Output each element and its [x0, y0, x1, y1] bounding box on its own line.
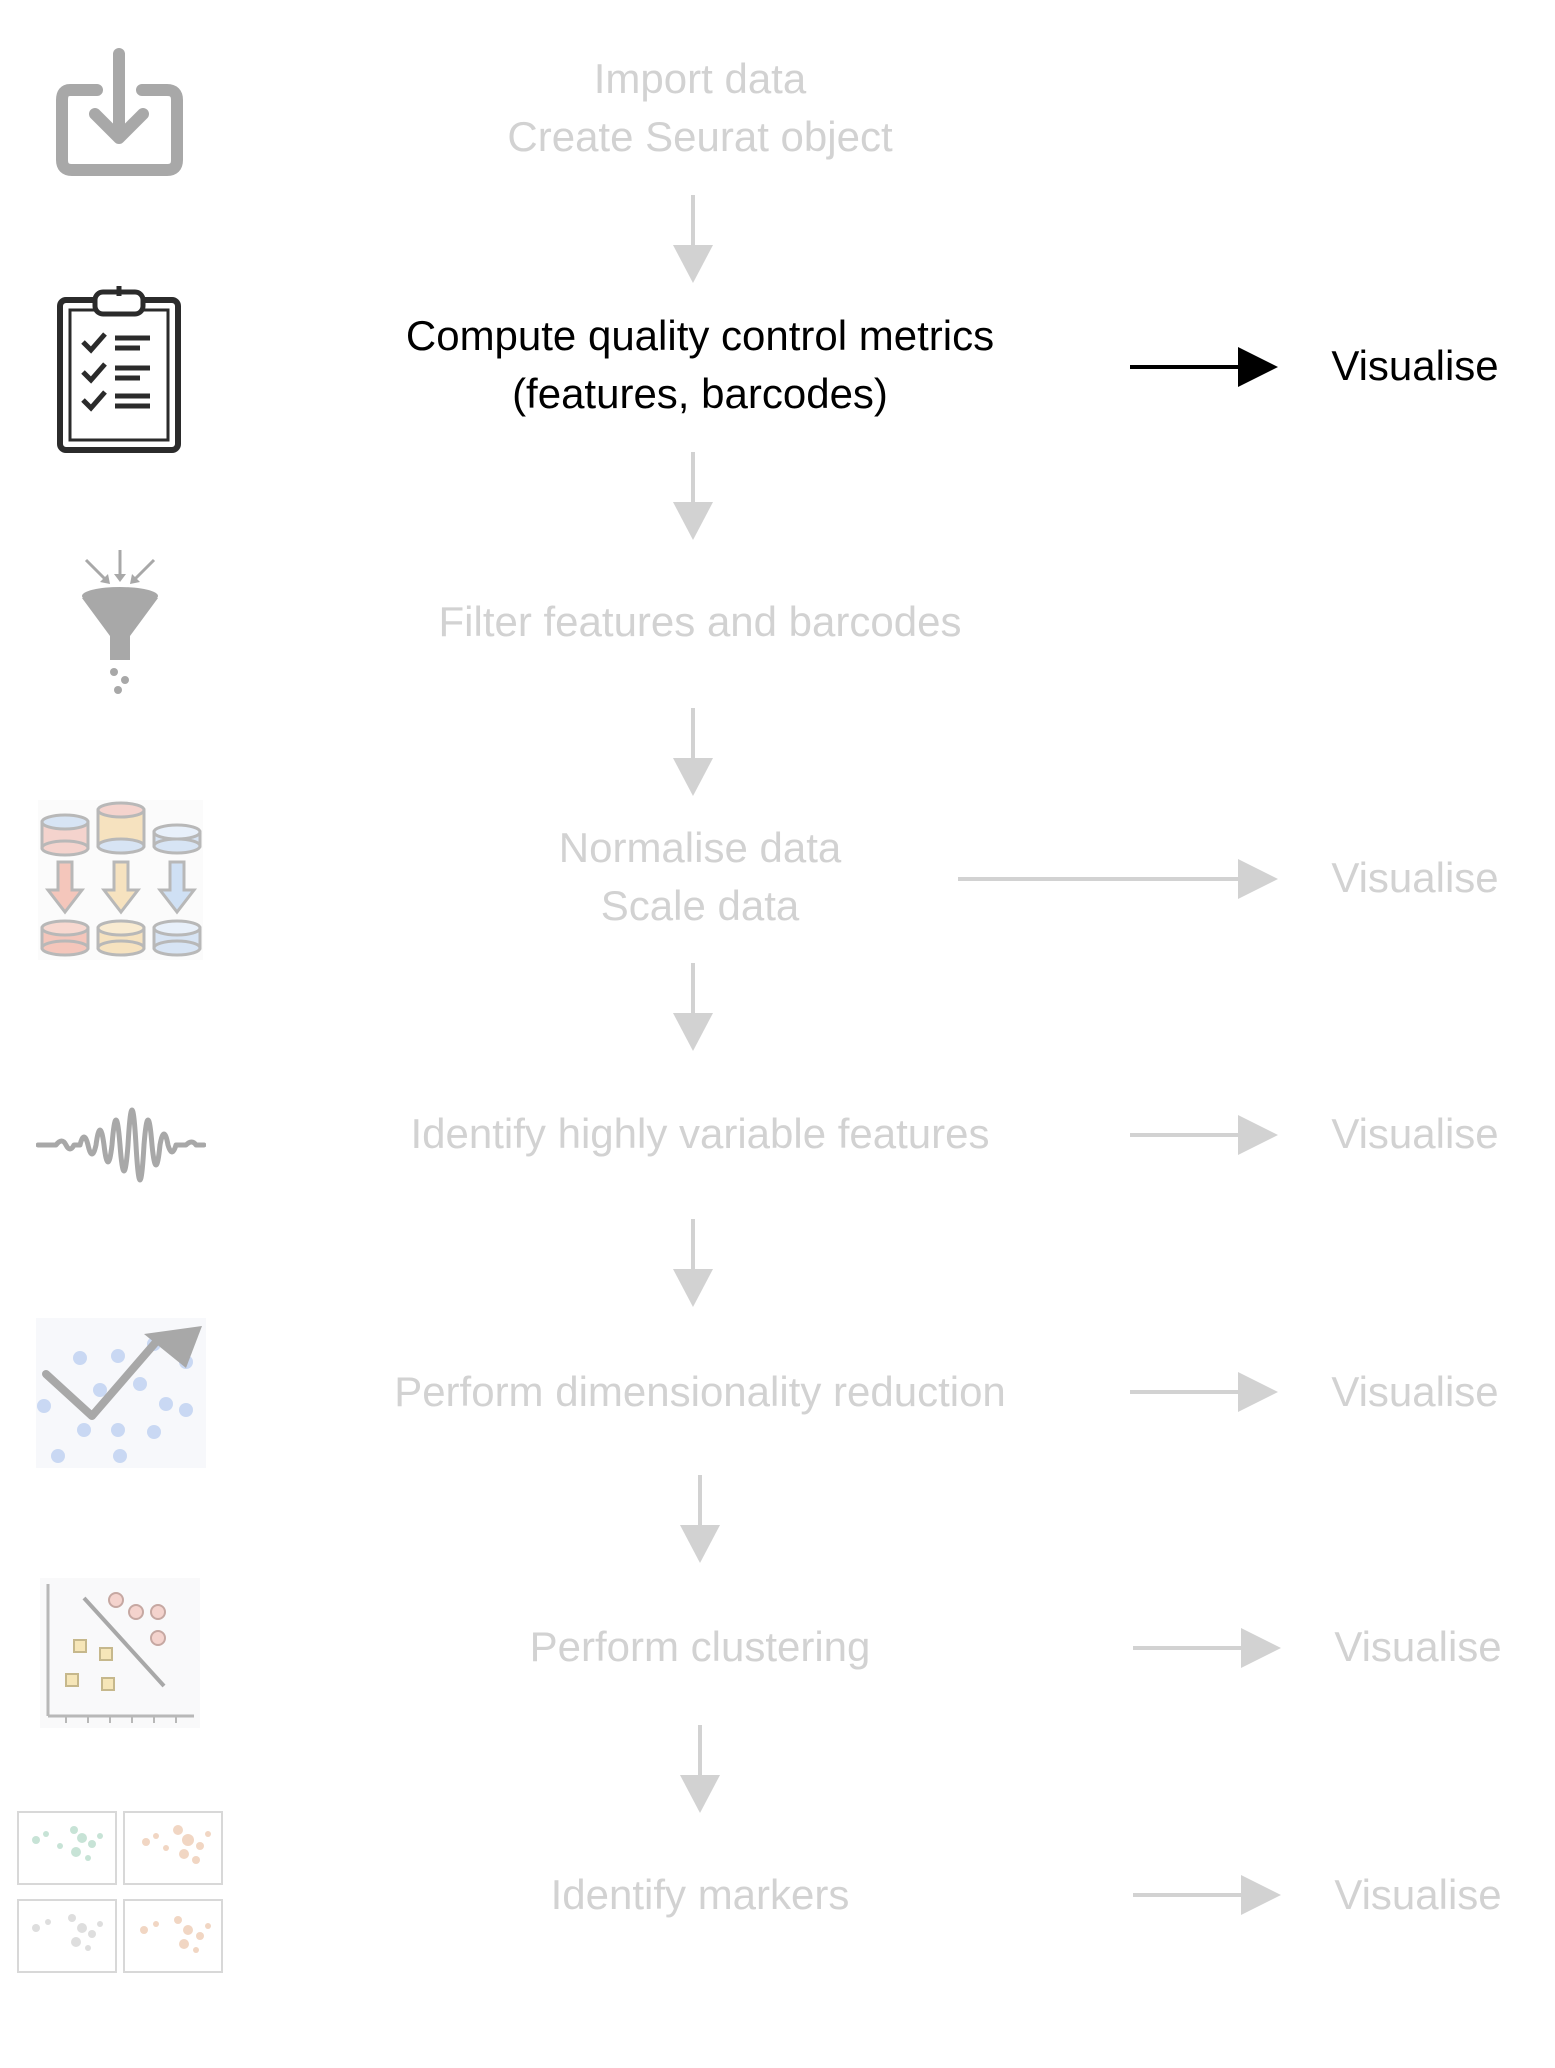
- step-quality-control: Compute quality control metrics (feature…: [300, 307, 1100, 423]
- visualise-arrow: [1130, 1372, 1278, 1412]
- down-arrow: [673, 452, 713, 540]
- visualise-label: Visualise: [1331, 1110, 1499, 1157]
- step-line: Create Seurat object: [507, 113, 893, 160]
- step-import: Import data Create Seurat object: [300, 50, 1100, 166]
- down-arrow: [680, 1475, 720, 1563]
- step-line: Normalise data: [558, 824, 842, 871]
- down-arrow: [673, 1219, 713, 1307]
- trend-scatter-icon: [36, 1318, 206, 1468]
- visualise-arrow: [1130, 1115, 1278, 1155]
- import-icon: [56, 48, 183, 176]
- step-line: Scale data: [600, 882, 800, 929]
- down-arrow: [673, 963, 713, 1051]
- visualise-label: Visualise: [1334, 1623, 1502, 1670]
- down-arrow: [680, 1725, 720, 1813]
- visualise-arrow: [1133, 1875, 1281, 1915]
- visualise-label: Visualise: [1334, 1871, 1502, 1918]
- step-dimensionality-reduction: Perform dimensionality reduction: [300, 1363, 1100, 1421]
- step-line: Identify highly variable features: [410, 1110, 990, 1157]
- visualise-label: Visualise: [1331, 854, 1499, 901]
- step-clustering: Perform clustering: [300, 1618, 1100, 1676]
- funnel-icon: [82, 550, 158, 694]
- step-normalise: Normalise data Scale data: [300, 819, 1100, 935]
- down-arrow: [673, 708, 713, 796]
- visualise-arrow: [1133, 1628, 1281, 1668]
- step-line: Filter features and barcodes: [438, 598, 962, 645]
- step-filter: Filter features and barcodes: [300, 593, 1100, 651]
- step-line: Identify markers: [550, 1871, 850, 1918]
- waveform-icon: [36, 1107, 206, 1183]
- clipboard-checklist-icon: [57, 286, 181, 453]
- normalise-databases-icon: [38, 800, 203, 960]
- step-line: Import data: [593, 55, 807, 102]
- marker-umap-panels-icon: [17, 1811, 223, 1973]
- step-line: (features, barcodes): [512, 370, 888, 417]
- visualise-arrow: [958, 859, 1278, 899]
- visualise-label: Visualise: [1331, 1368, 1499, 1415]
- visualise-arrow-active: [1130, 347, 1278, 387]
- step-line: Compute quality control metrics: [405, 312, 995, 359]
- down-arrow: [673, 195, 713, 283]
- step-variable-features: Identify highly variable features: [300, 1105, 1100, 1163]
- step-line: Perform clustering: [529, 1623, 871, 1670]
- step-line: Perform dimensionality reduction: [394, 1368, 1006, 1415]
- cluster-plot-icon: [40, 1578, 200, 1728]
- step-markers: Identify markers: [300, 1866, 1100, 1924]
- visualise-label: Visualise: [1331, 342, 1499, 389]
